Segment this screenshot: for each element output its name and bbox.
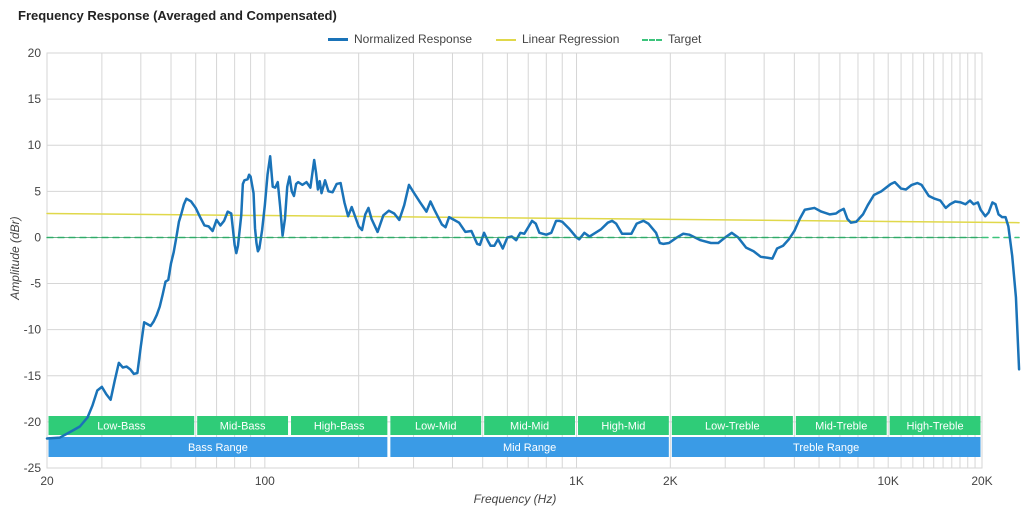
y-tick-label: 10	[28, 138, 42, 152]
plot-border	[46, 52, 983, 469]
y-tick-label: 0	[34, 230, 41, 244]
chart-title: Frequency Response (Averaged and Compens…	[18, 8, 337, 23]
band-bass-range	[48, 437, 388, 457]
x-axis-label: Frequency (Hz)	[474, 492, 557, 506]
x-tick-label: 2K	[663, 474, 678, 488]
band-high-bass	[291, 416, 388, 435]
band-label-high-treble: High-Treble	[907, 421, 964, 433]
legend-item-target[interactable]: Target	[642, 32, 701, 46]
band-label-mid-range: Mid Range	[503, 442, 556, 454]
legend-swatch-regression	[496, 38, 516, 41]
legend-item-linear-regression[interactable]: Linear Regression	[496, 32, 619, 46]
y-tick-label: -15	[24, 369, 42, 383]
band-low-mid	[390, 416, 482, 435]
y-tick-label: 15	[28, 92, 42, 106]
y-tick-label: -20	[24, 415, 42, 429]
y-tick-label: 20	[28, 46, 42, 60]
band-treble-range	[671, 437, 981, 457]
band-label-low-mid: Low-Mid	[415, 421, 457, 433]
legend: Normalized Response Linear Regression Ta…	[0, 32, 1024, 50]
grid-lines	[46, 52, 983, 469]
x-tick-label: 20	[40, 474, 54, 488]
band-label-low-bass: Low-Bass	[97, 421, 146, 433]
series-line-normalized-response	[45, 155, 1021, 440]
series-lines	[45, 155, 1021, 440]
legend-label-regression: Linear Regression	[522, 32, 620, 46]
y-axis-label: Amplitude (dBr)	[8, 216, 22, 300]
band-mid-range	[390, 437, 669, 457]
legend-swatch-target	[642, 38, 662, 41]
y-tick-label: 5	[34, 184, 41, 198]
band-high-treble	[889, 416, 981, 435]
band-label-high-mid: High-Mid	[601, 421, 645, 433]
x-tick-label: 1K	[569, 474, 584, 488]
x-tick-label: 10K	[877, 474, 898, 488]
band-label-mid-bass: Mid-Bass	[220, 421, 266, 433]
band-mid-bass	[197, 416, 289, 435]
legend-label-target: Target	[668, 32, 702, 46]
band-label-high-bass: High-Bass	[314, 421, 365, 433]
frequency-bands: Low-Bass Mid-Bass High-Bass Low-Mid Mid-Mid H…	[48, 416, 981, 457]
y-tick-label: -25	[24, 461, 42, 475]
x-tick-label: 20K	[971, 474, 992, 488]
y-tick-label: -10	[24, 323, 42, 337]
band-low-treble	[671, 416, 793, 435]
band-mid-treble	[795, 416, 887, 435]
band-label-mid-treble: Mid-Treble	[815, 421, 867, 433]
band-mid-mid	[484, 416, 576, 435]
band-label-treble-range: Treble Range	[793, 442, 859, 454]
y-tick-label: -5	[30, 277, 41, 291]
x-tick-label: 100	[255, 474, 275, 488]
legend-label-normalized: Normalized Response	[354, 32, 473, 46]
band-label-bass-range: Bass Range	[188, 442, 248, 454]
legend-swatch-normalized	[328, 38, 348, 42]
band-label-mid-mid: Mid-Mid	[510, 421, 549, 433]
legend-item-normalized-response[interactable]: Normalized Response	[328, 32, 472, 46]
band-high-mid	[578, 416, 669, 435]
band-label-low-treble: Low-Treble	[705, 421, 760, 433]
